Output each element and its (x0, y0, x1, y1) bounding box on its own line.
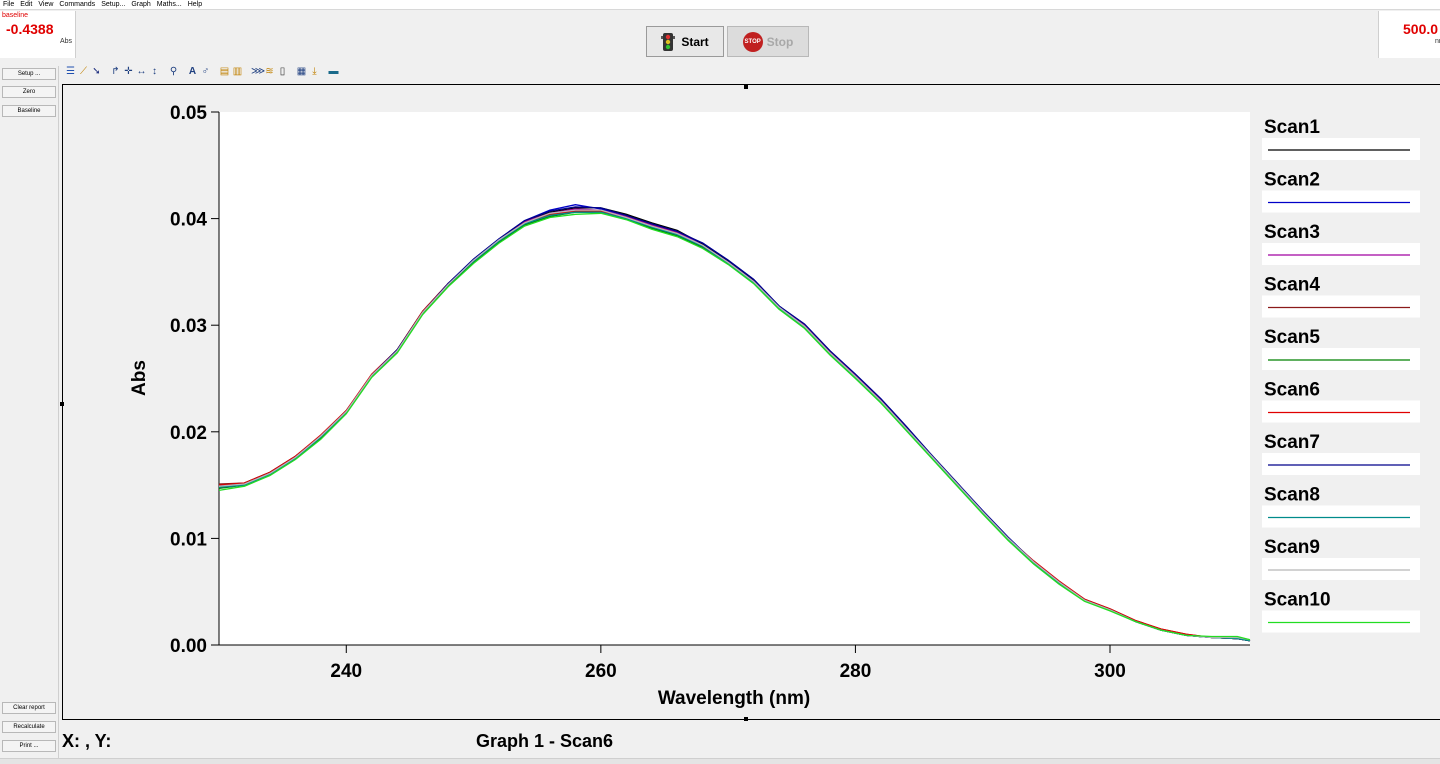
setup-button[interactable]: Setup ... (2, 68, 56, 80)
traffic-light-icon (661, 33, 675, 51)
save-graph-icon[interactable]: ▦ (296, 66, 307, 77)
cursor-icon[interactable]: ➘ (91, 66, 102, 77)
stack-icon[interactable]: ≋ (264, 66, 275, 77)
paste-graph-icon[interactable]: ▥ (232, 66, 243, 77)
recalculate-button[interactable]: Recalculate (2, 721, 56, 733)
menu-view[interactable]: View (38, 0, 53, 9)
wavelength-unit: nm (1435, 38, 1440, 45)
calculator-icon[interactable]: ▬ (328, 66, 339, 77)
label-icon[interactable]: ♂ (200, 66, 211, 77)
control-strip (76, 11, 1376, 58)
graph-toolbar: ☰ ⟋ ➘ ↱ ✛ ↔ ↕ ⚲ A ♂ ▤ ▥ ⋙ ≋ ▯ ▦ ⤓ ▬ (60, 63, 1440, 80)
menu-commands[interactable]: Commands (59, 0, 95, 9)
graph-icon[interactable]: ⟋ (78, 66, 89, 77)
absorbance-readout: baseline -0.4388 Abs (0, 11, 76, 58)
menu-help[interactable]: Help (188, 0, 202, 9)
absorbance-unit: Abs (60, 38, 72, 45)
text-annotate-icon[interactable]: A (187, 66, 198, 77)
stop-button[interactable]: STOP Stop (727, 26, 809, 57)
delete-icon[interactable]: ▯ (277, 66, 288, 77)
status-line: X: , Y: Graph 1 - Scan6 (60, 727, 1440, 757)
menu-graph[interactable]: Graph (131, 0, 150, 9)
print-button[interactable]: Print ... (2, 740, 56, 752)
report-icon[interactable]: ☰ (65, 66, 76, 77)
sidebar: Setup ... Zero Baseline Clear report Rec… (0, 66, 59, 763)
wavelength-value: 500.0 (1403, 21, 1438, 37)
menu-maths[interactable]: Maths... (157, 0, 182, 9)
cursor-xy-readout: X: , Y: (62, 731, 111, 752)
readout-mode-label: baseline (2, 12, 28, 19)
menu-edit[interactable]: Edit (20, 0, 32, 9)
clear-report-button[interactable]: Clear report (2, 702, 56, 714)
crosshair-icon[interactable]: ✛ (123, 66, 134, 77)
menu-bar: File Edit View Commands Setup... Graph M… (0, 0, 1440, 10)
plot-area[interactable] (219, 112, 1250, 645)
start-button[interactable]: Start (646, 26, 724, 57)
peak-pick-icon[interactable]: ↱ (110, 66, 121, 77)
wavelength-readout: 500.0 nm (1378, 11, 1440, 58)
stop-sign-icon: STOP (743, 32, 763, 52)
menu-setup[interactable]: Setup... (101, 0, 125, 9)
vertical-scale-icon[interactable]: ↕ (149, 66, 160, 77)
absorbance-value: -0.4388 (6, 21, 53, 37)
menu-file[interactable]: File (3, 0, 14, 9)
stop-label: Stop (767, 35, 794, 49)
horizontal-scale-icon[interactable]: ↔ (136, 66, 147, 77)
export-icon[interactable]: ⤓ (309, 66, 320, 77)
overlay-icon[interactable]: ⋙ (251, 66, 262, 77)
baseline-button[interactable]: Baseline (2, 105, 56, 117)
zoom-icon[interactable]: ⚲ (168, 66, 179, 77)
copy-graph-icon[interactable]: ▤ (219, 66, 230, 77)
graph-title: Graph 1 - Scan6 (476, 731, 613, 752)
start-label: Start (681, 35, 708, 49)
zero-button[interactable]: Zero (2, 86, 56, 98)
status-bar (0, 758, 1440, 764)
